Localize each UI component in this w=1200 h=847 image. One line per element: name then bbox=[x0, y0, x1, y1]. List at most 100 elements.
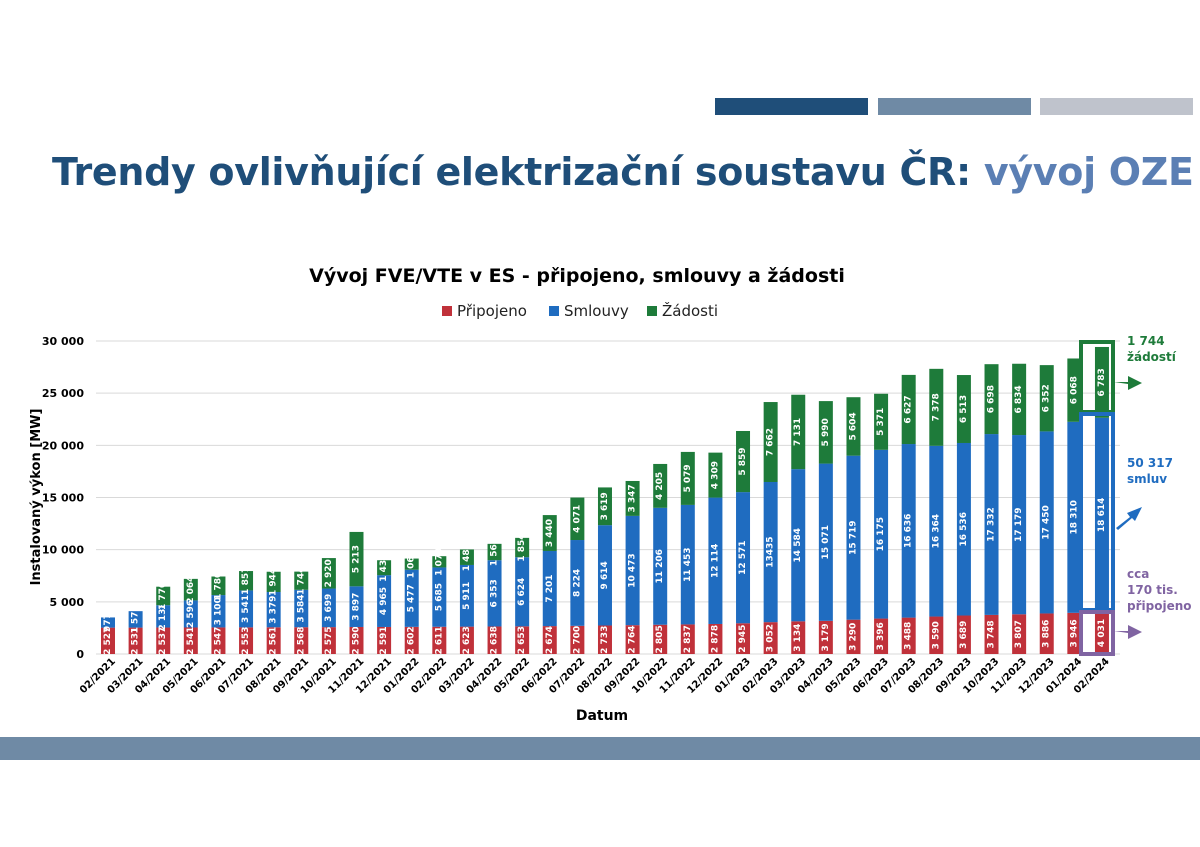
bar-zadosti bbox=[736, 430, 751, 493]
bar-pripojeno bbox=[211, 627, 226, 654]
data-label-zadosti: 5 371 bbox=[876, 408, 886, 436]
bar-pripojeno bbox=[984, 614, 999, 654]
data-label-pripojeno: 3 052 bbox=[766, 624, 776, 652]
data-label-smlouvy: 3 100 bbox=[213, 597, 223, 625]
bar-zadosti bbox=[1067, 358, 1082, 422]
data-label-smlouvy: 16 536 bbox=[959, 512, 969, 546]
bar-pripojeno bbox=[708, 623, 723, 654]
bar-pripojeno bbox=[597, 625, 612, 654]
data-label-zadosti: 1 431 bbox=[379, 554, 389, 582]
bar-pripojeno bbox=[625, 625, 640, 654]
annot-box-pripojeno bbox=[1079, 610, 1115, 656]
annot-pripojeno-line2: 170 tis. bbox=[1127, 583, 1178, 597]
bar-smlouvy bbox=[239, 590, 254, 628]
data-label-pripojeno: 3 290 bbox=[848, 623, 858, 651]
annot-arrow-zadosti bbox=[1114, 376, 1142, 390]
data-label-zadosti: 7 378 bbox=[931, 393, 941, 421]
data-label-pripojeno: 3 179 bbox=[821, 623, 831, 651]
data-label-zadosti: 2 920 bbox=[324, 559, 334, 587]
bar-smlouvy bbox=[984, 434, 999, 615]
data-label-zadosti: 5 079 bbox=[683, 464, 693, 492]
bar-smlouvy bbox=[377, 575, 392, 627]
bar-smlouvy bbox=[1094, 417, 1109, 612]
bar-smlouvy bbox=[929, 445, 944, 617]
bar-smlouvy bbox=[570, 540, 585, 626]
bar-zadosti bbox=[984, 364, 999, 435]
data-label-pripojeno: 3 886 bbox=[1042, 620, 1052, 648]
data-label-pripojeno: 2 733 bbox=[600, 626, 610, 654]
bar-pripojeno bbox=[294, 627, 309, 654]
data-label-smlouvy: 977 bbox=[103, 613, 113, 632]
data-label-pripojeno: 2 805 bbox=[655, 625, 665, 653]
data-label-zadosti: 1 069 bbox=[407, 550, 417, 578]
data-label-smlouvy: 2 138 bbox=[158, 602, 168, 630]
data-label-pripojeno: 2 602 bbox=[407, 626, 417, 654]
legend-swatch-smlouvy bbox=[549, 306, 559, 316]
bar-pripojeno bbox=[404, 626, 419, 654]
y-tick-label: 30 000 bbox=[42, 335, 84, 348]
data-label-smlouvy: 6 353 bbox=[490, 579, 500, 607]
data-label-smlouvy: 15 071 bbox=[821, 525, 831, 559]
data-label-pripojeno: 3 134 bbox=[793, 624, 803, 652]
bar-zadosti bbox=[901, 374, 916, 445]
data-label-pripojeno: 2 537 bbox=[158, 627, 168, 655]
data-label-smlouvy: 18 310 bbox=[1069, 500, 1079, 534]
bar-zadosti bbox=[763, 402, 778, 482]
data-label-zadosti: 3 347 bbox=[628, 484, 638, 512]
chart-title: Vývoj FVE/VTE v ES - připojeno, smlouvy … bbox=[309, 265, 845, 287]
data-label-zadosti: 5 990 bbox=[821, 418, 831, 446]
bar-pripojeno bbox=[101, 627, 115, 654]
bar-smlouvy bbox=[680, 504, 695, 625]
bar-pripojeno bbox=[377, 626, 392, 654]
bar-smlouvy bbox=[956, 442, 971, 616]
bar-pripojeno bbox=[818, 620, 833, 654]
y-tick-label: 20 000 bbox=[42, 439, 84, 452]
y-tick-label: 5 000 bbox=[50, 596, 85, 609]
legend-label-smlouvy: Smlouvy bbox=[564, 302, 629, 320]
annot-smlouvy-line2: smluv bbox=[1127, 472, 1167, 486]
data-label-zadosti: 3 619 bbox=[600, 492, 610, 520]
bar-zadosti bbox=[1012, 363, 1027, 436]
data-label-pripojeno: 2 531 bbox=[131, 627, 141, 655]
annotation-boxes: 1 744 žádostí 50 317 smluv cca 170 tis. … bbox=[1079, 334, 1192, 656]
bar-pripojeno bbox=[763, 622, 778, 654]
data-label-pripojeno: 2 764 bbox=[628, 625, 638, 653]
bar-pripojeno bbox=[929, 616, 944, 654]
bar-smlouvy bbox=[1067, 421, 1082, 613]
data-label-pripojeno: 3 488 bbox=[904, 622, 914, 650]
data-label-pripojeno: 2 541 bbox=[186, 627, 196, 655]
data-label-pripojeno: 2 623 bbox=[462, 626, 472, 654]
bar-pripojeno bbox=[956, 615, 971, 654]
data-label-smlouvy: 10 473 bbox=[628, 553, 638, 587]
data-label-pripojeno: 3 946 bbox=[1069, 619, 1079, 647]
bar-smlouvy bbox=[874, 449, 889, 619]
data-label-zadosti: 1 857 bbox=[241, 567, 251, 595]
data-label-smlouvy: 13435 bbox=[766, 536, 776, 567]
data-label-zadosti: 1 567 bbox=[490, 538, 500, 566]
bar-pripojeno bbox=[239, 627, 254, 654]
bar-zadosti bbox=[349, 531, 364, 587]
bar-zadosti bbox=[1039, 365, 1054, 432]
bar-zadosti bbox=[239, 571, 254, 591]
data-label-pripojeno: 2 527 bbox=[103, 627, 113, 655]
data-label-smlouvy: 16 636 bbox=[904, 514, 914, 548]
data-label-zadosti: 2 064 bbox=[186, 576, 196, 604]
data-label-zadosti: 7 131 bbox=[793, 418, 803, 446]
annot-pripojeno-line3: připojeno bbox=[1127, 599, 1192, 613]
data-label-smlouvy: 16 364 bbox=[931, 514, 941, 548]
bar-zadosti bbox=[929, 368, 944, 446]
slide-title-main: Trendy ovlivňující elektrizační soustavu… bbox=[52, 150, 971, 194]
bar-smlouvy bbox=[211, 595, 226, 628]
x-axis-label: Datum bbox=[576, 708, 628, 724]
data-label-smlouvy: 17 332 bbox=[987, 507, 997, 541]
annot-zadosti-line1: 1 744 bbox=[1127, 334, 1165, 348]
bar-pripojeno bbox=[156, 627, 171, 654]
bar-smlouvy bbox=[349, 586, 364, 627]
bar-pripojeno bbox=[321, 627, 336, 654]
data-label-pripojeno: 2 590 bbox=[351, 626, 361, 654]
bar-zadosti bbox=[542, 515, 557, 551]
y-tick-label: 25 000 bbox=[42, 387, 84, 400]
bar-smlouvy bbox=[156, 605, 171, 628]
data-label-pripojeno: 3 396 bbox=[876, 622, 886, 650]
bar-pripojeno bbox=[515, 626, 530, 654]
